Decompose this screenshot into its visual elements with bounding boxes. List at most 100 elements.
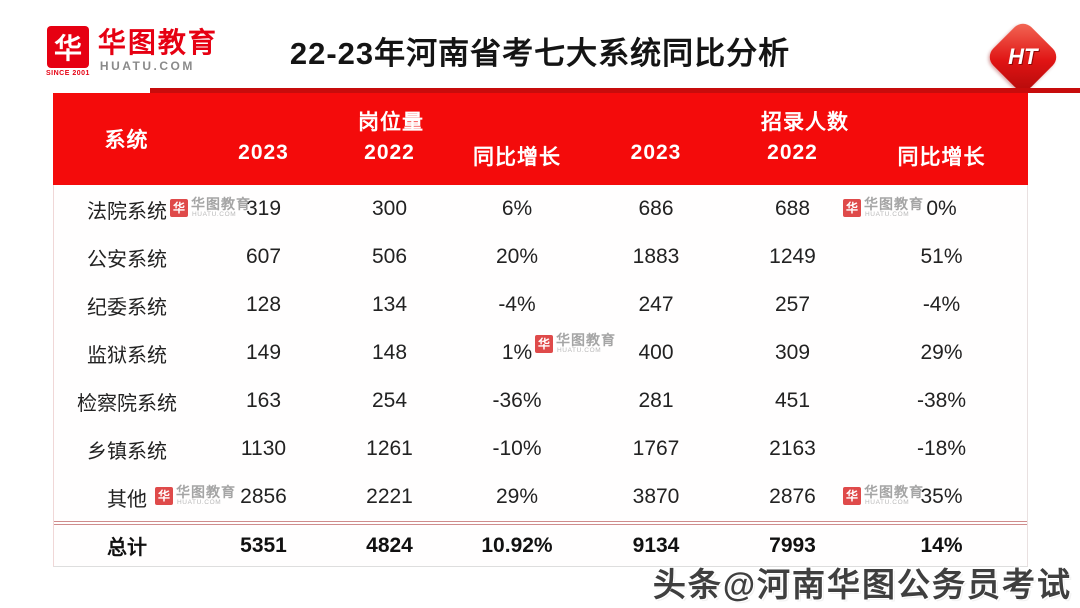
table-body: 法院系统 319 300 6% 686 688 0% 公安系统 607 506 … xyxy=(53,185,1028,567)
subheader-rec-2022: 2022 xyxy=(767,141,818,164)
table-row-other: 其他 2856 2221 29% 3870 2876 35% xyxy=(54,473,1027,521)
cell-value: 254 xyxy=(371,389,408,412)
cell-value: 148 xyxy=(371,341,408,364)
huatu-watermark-icon: 华 xyxy=(170,198,188,217)
cell-value: 134 xyxy=(371,293,408,316)
ht-badge-label: HT xyxy=(1008,43,1038,69)
huatu-since-label: SINCE 2001 xyxy=(46,70,90,77)
subheader-rec-growth: 同比增长 xyxy=(897,146,986,169)
cell-value: 10.92% xyxy=(481,533,553,557)
huatu-brand-domain: HUATU.COM xyxy=(99,59,195,73)
cell-value: 7993 xyxy=(769,533,816,557)
cell-value: 29% xyxy=(920,341,963,364)
cell-value: 20% xyxy=(495,245,539,268)
cell-value: 29% xyxy=(495,485,539,508)
cell-value: 309 xyxy=(774,341,811,364)
cell-value: 300 xyxy=(371,197,408,220)
huatu-watermark: 华 华图教育 HUATU.COM xyxy=(535,333,616,355)
cell-value: 4824 xyxy=(366,533,413,557)
table-row-township: 乡镇系统 1130 1261 -10% 1767 2163 -18% xyxy=(54,425,1027,473)
col-group-recruits: 招录人数 xyxy=(761,111,849,134)
cell-value: 686 xyxy=(638,197,674,220)
table-row-court: 法院系统 319 300 6% 686 688 0% xyxy=(54,185,1027,233)
subheader-pos-growth: 同比增长 xyxy=(473,146,561,169)
cell-value: 3870 xyxy=(632,485,680,508)
table-row-police: 公安系统 607 506 20% 1883 1249 51% xyxy=(54,233,1027,281)
huatu-logo: 华 SINCE 2001 华图教育 HUATU.COM xyxy=(46,26,218,77)
cell-value: 1130 xyxy=(240,437,287,460)
huatu-watermark-icon: 华 xyxy=(535,334,553,353)
cell-value: 128 xyxy=(245,293,282,316)
toutiao-credit-watermark: 头条@河南华图公务员考试 xyxy=(652,566,1072,603)
cell-value: 6% xyxy=(501,197,533,220)
cell-value: -38% xyxy=(916,389,967,412)
watermark-domain: HUATU.COM xyxy=(177,499,222,506)
table-row-discipline: 纪委系统 128 134 -4% 247 257 -4% xyxy=(54,281,1027,329)
cell-value: 2856 xyxy=(240,485,287,508)
watermark-name: 华图教育 xyxy=(191,196,251,212)
watermark-name: 华图教育 xyxy=(864,484,924,500)
cell-value: 1261 xyxy=(366,437,413,460)
cell-system: 公安系统 xyxy=(87,248,167,271)
huatu-watermark-icon: 华 xyxy=(843,198,861,217)
watermark-name: 华图教育 xyxy=(864,196,924,212)
cell-system: 法院系统 xyxy=(87,200,167,223)
cell-value: -10% xyxy=(492,437,542,460)
cell-value: 163 xyxy=(245,389,282,412)
cell-value: -4% xyxy=(498,293,536,316)
cell-value: -36% xyxy=(492,389,542,412)
huatu-watermark: 华 华图教育 HUATU.COM xyxy=(170,197,251,219)
table-subheader-row: 2023 2022 同比增长 2023 2022 同比增长 xyxy=(53,141,1028,171)
col-group-positions: 岗位量 xyxy=(358,111,424,134)
huatu-watermark: 华 华图教育 HUATU.COM xyxy=(155,485,236,507)
cell-value: 1883 xyxy=(632,245,680,268)
huatu-logo-icon: 华 xyxy=(46,26,89,68)
cell-value: 607 xyxy=(245,245,282,268)
cell-value: 247 xyxy=(638,293,674,316)
cell-value: 2221 xyxy=(366,485,413,508)
cell-value: 2876 xyxy=(769,485,816,508)
cell-value: 5351 xyxy=(240,533,287,557)
cell-value: 506 xyxy=(371,245,408,268)
cell-system: 其他 xyxy=(107,488,147,511)
huatu-watermark: 华 华图教育 HUATU.COM xyxy=(843,485,924,507)
watermark-domain: HUATU.COM xyxy=(192,211,237,218)
cell-value: 257 xyxy=(774,293,811,316)
cell-value: 400 xyxy=(638,341,674,364)
cell-value: 0% xyxy=(926,197,957,220)
cell-value: 451 xyxy=(774,389,811,412)
cell-value: 51% xyxy=(920,245,963,268)
cell-value: 1249 xyxy=(769,245,816,268)
col-header-system: 系统 xyxy=(104,129,149,152)
cell-system: 监狱系统 xyxy=(87,344,167,367)
cell-system: 总计 xyxy=(107,537,147,559)
cell-value: 35% xyxy=(920,485,963,508)
cell-value: -18% xyxy=(916,437,967,460)
header-stripe xyxy=(150,88,1080,93)
watermark-domain: HUATU.COM xyxy=(865,499,910,506)
cell-value: 9134 xyxy=(632,533,680,557)
cell-value: 149 xyxy=(245,341,282,364)
table-row-procuratorate: 检察院系统 163 254 -36% 281 451 -38% xyxy=(54,377,1027,425)
watermark-name: 华图教育 xyxy=(176,484,236,500)
cell-system: 检察院系统 xyxy=(77,392,177,415)
table-header: 系统 岗位量 招录人数 2023 2022 同比增长 2023 2022 同比增… xyxy=(53,93,1028,185)
huatu-logo-mark-wrap: 华 SINCE 2001 xyxy=(46,26,90,77)
huatu-watermark: 华 华图教育 HUATU.COM xyxy=(843,197,924,219)
comparison-table: 系统 岗位量 招录人数 2023 2022 同比增长 2023 2022 同比增… xyxy=(53,93,1028,567)
watermark-domain: HUATU.COM xyxy=(557,347,602,354)
cell-value: 1% xyxy=(501,341,533,364)
cell-value: 2163 xyxy=(769,437,816,460)
cell-value: -4% xyxy=(922,293,961,316)
cell-value: 319 xyxy=(245,197,282,220)
cell-system: 纪委系统 xyxy=(87,296,167,319)
cell-system: 乡镇系统 xyxy=(87,440,167,463)
cell-value: 281 xyxy=(638,389,674,412)
subheader-rec-2023: 2023 xyxy=(630,141,682,164)
huatu-logo-text: 华图教育 HUATU.COM xyxy=(98,29,218,73)
huatu-watermark-icon: 华 xyxy=(843,486,861,505)
subheader-pos-2022: 2022 xyxy=(364,141,415,164)
huatu-watermark-icon: 华 xyxy=(155,486,173,505)
watermark-domain: HUATU.COM xyxy=(865,211,910,218)
